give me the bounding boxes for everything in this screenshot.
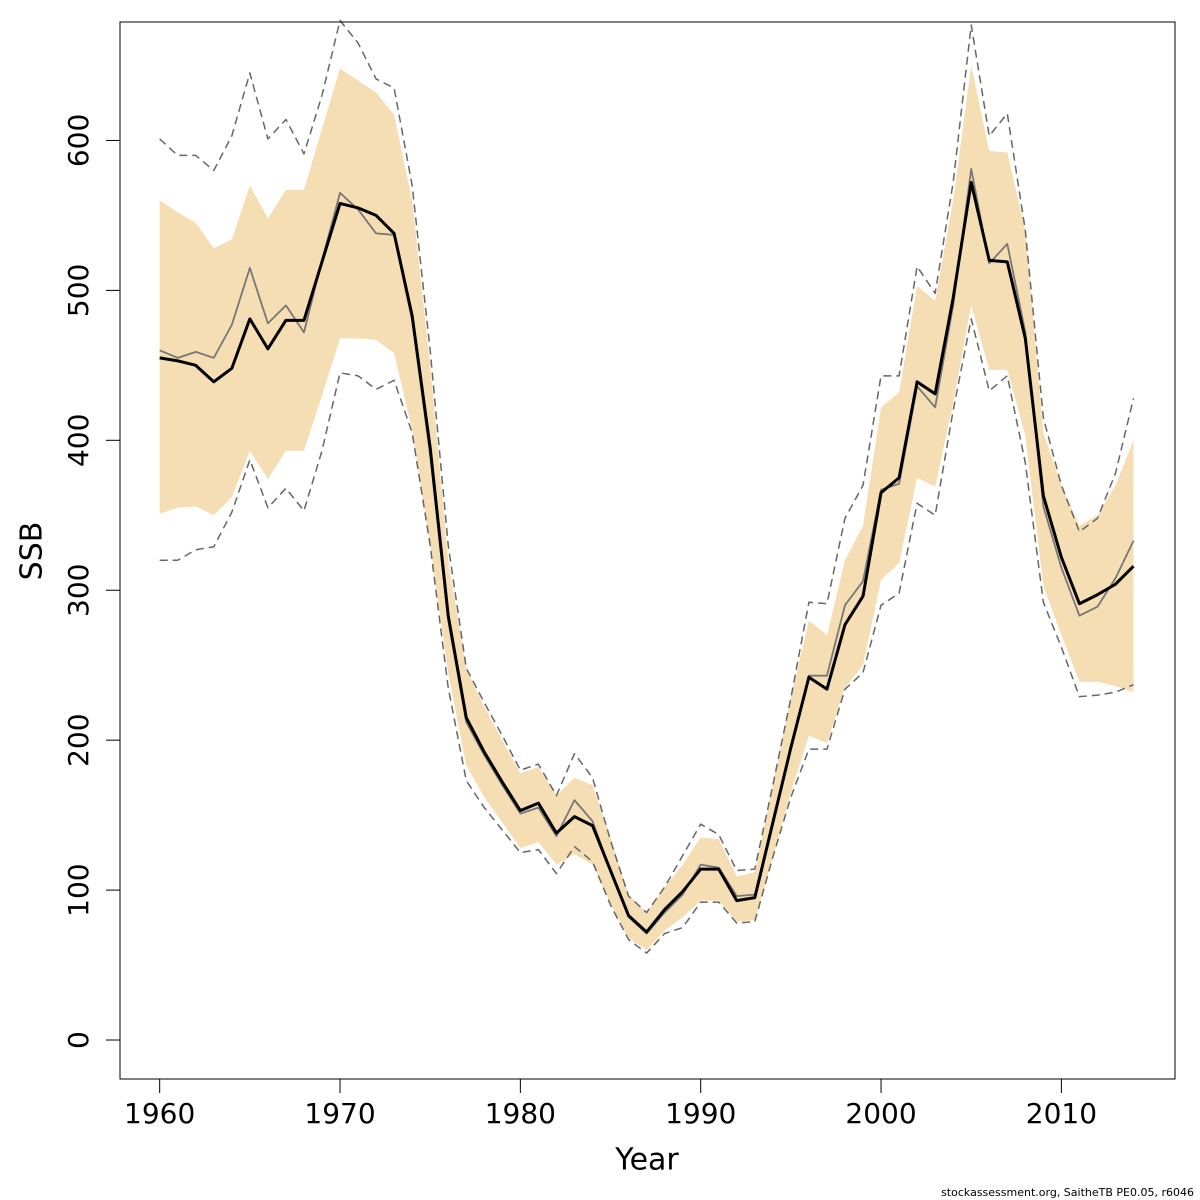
y-tick-label: 400: [62, 414, 95, 467]
confidence-band: [159, 65, 1134, 951]
y-tick-label: 200: [62, 713, 95, 766]
series-line: [159, 180, 1135, 934]
x-tick-label: 1980: [485, 1097, 556, 1130]
y-axis-label: SSB: [15, 522, 50, 581]
x-axis-label: Year: [614, 1143, 679, 1178]
footnote: stockassessment.org, SaitheTB PE0.05, r6…: [941, 1186, 1194, 1199]
x-tick-label: 2010: [1026, 1097, 1097, 1130]
x-tick-label: 1990: [665, 1097, 736, 1130]
y-tick-label: 0: [62, 1031, 95, 1049]
y-tick-label: 600: [62, 114, 95, 167]
y-tick-label: 500: [62, 264, 95, 317]
interval-line: [159, 19, 1135, 914]
x-tick-label: 1960: [124, 1097, 195, 1130]
interval-line: [159, 318, 1134, 954]
x-tick-label: 2000: [845, 1097, 916, 1130]
y-tick-label: 300: [62, 564, 95, 617]
x-tick-label: 1970: [304, 1097, 375, 1130]
y-tick-label: 100: [62, 863, 95, 916]
